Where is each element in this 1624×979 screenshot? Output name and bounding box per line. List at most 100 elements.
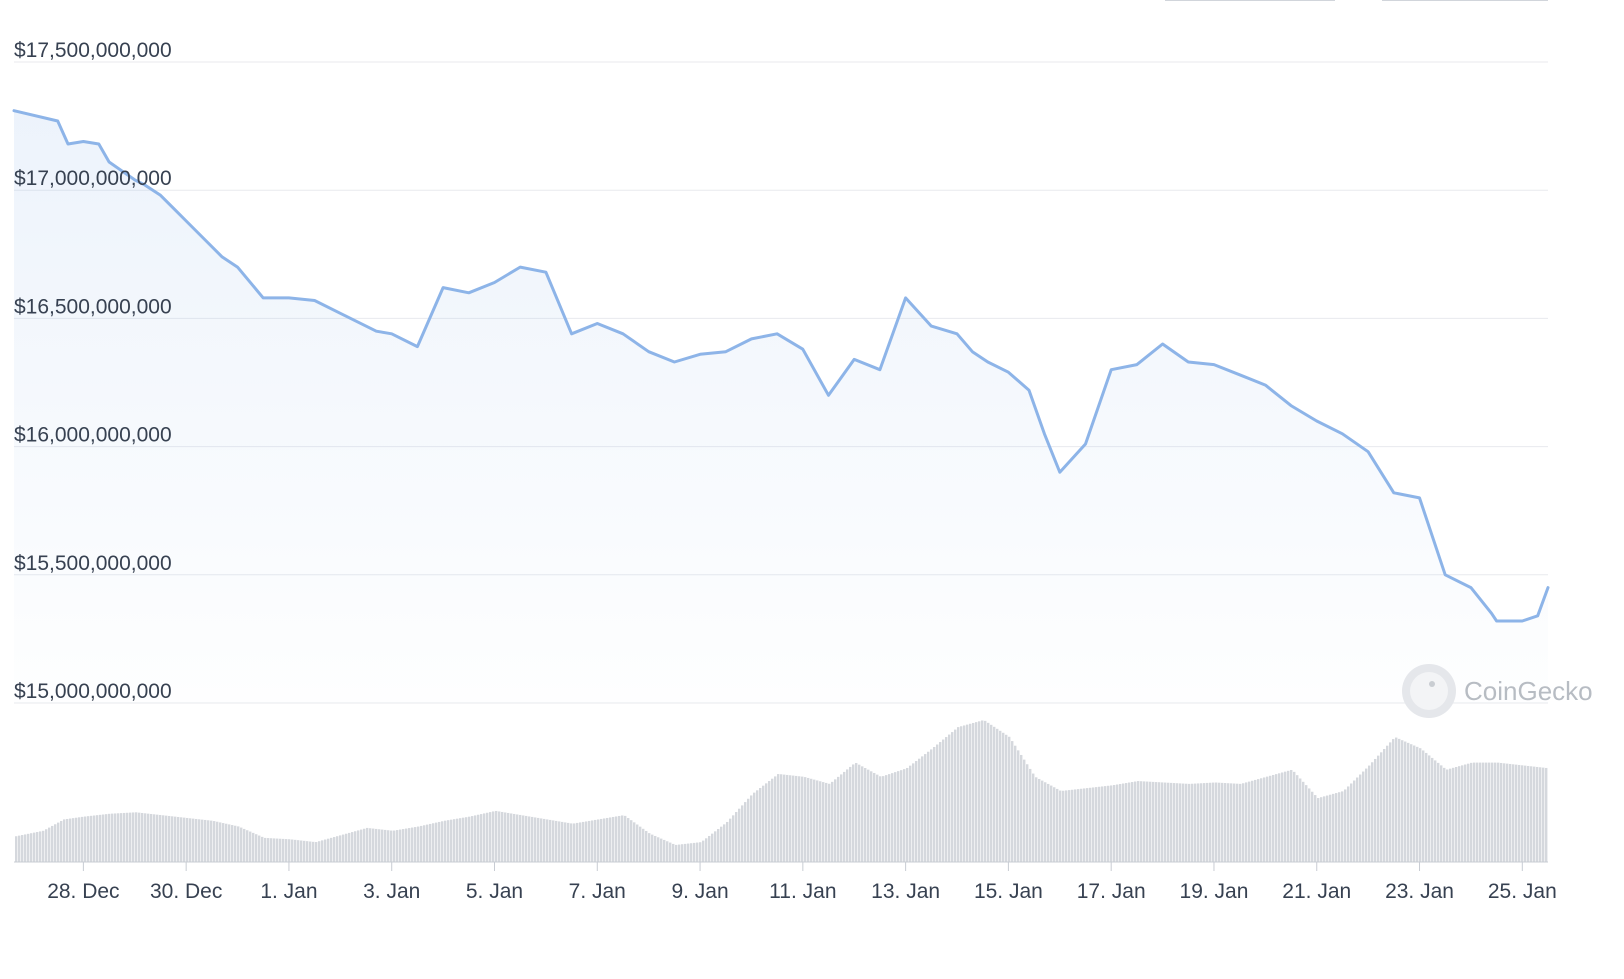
volume-bar	[132, 812, 135, 862]
x-axis-label: 30. Dec	[150, 880, 222, 903]
volume-bar	[1500, 762, 1503, 862]
volume-bar	[765, 783, 768, 862]
volume-bar	[414, 827, 417, 862]
volume-bar	[855, 763, 858, 862]
volume-bar	[1542, 767, 1545, 862]
volume-bar	[936, 744, 939, 862]
volume-bar	[1131, 782, 1134, 862]
volume-bar	[1533, 766, 1536, 862]
volume-bar	[1491, 762, 1494, 862]
volume-bar	[93, 815, 96, 862]
volume-bar	[96, 815, 99, 862]
volume-bar	[1311, 791, 1314, 862]
volume-bar	[819, 781, 822, 862]
volume-bar	[1383, 749, 1386, 862]
volume-bar	[201, 819, 204, 862]
volume-bar	[1527, 765, 1530, 862]
volume-bar	[1359, 774, 1362, 862]
volume-bar	[867, 769, 870, 862]
volume-bar	[888, 774, 891, 862]
volume-bar	[1260, 778, 1263, 862]
volume-bar	[1281, 772, 1284, 862]
volume-bar	[1155, 782, 1158, 862]
volume-bar	[1077, 789, 1080, 862]
volume-bar	[1320, 797, 1323, 862]
volume-bar	[30, 833, 33, 862]
volume-bar	[954, 729, 957, 862]
volume-bar	[411, 827, 414, 862]
volume-bar	[846, 769, 849, 862]
volume-bar	[330, 837, 333, 862]
y-axis-label: $15,000,000,000	[14, 680, 172, 703]
volume-bar	[1209, 782, 1212, 862]
volume-bar	[1062, 790, 1065, 862]
volume-bar	[318, 841, 321, 862]
volume-bar	[1341, 791, 1344, 862]
volume-bar	[753, 792, 756, 862]
volume-bar	[813, 779, 816, 862]
volume-bar	[975, 722, 978, 862]
volume-bar	[1356, 777, 1359, 862]
volume-bar	[906, 767, 909, 862]
volume-bar	[933, 747, 936, 862]
volume-bar	[111, 813, 114, 862]
volume-bar	[516, 814, 519, 862]
volume-bar	[831, 781, 834, 862]
volume-bar	[678, 844, 681, 862]
volume-bar	[519, 814, 522, 862]
volume-bar	[1173, 783, 1176, 862]
volume-bar	[807, 777, 810, 862]
volume-bar	[543, 818, 546, 862]
volume-bar	[156, 814, 159, 862]
volume-bar	[993, 726, 996, 862]
volume-bar	[375, 828, 378, 862]
volume-bar	[39, 831, 42, 862]
volume-bar	[105, 814, 108, 862]
volume-bar	[1377, 755, 1380, 862]
volume-bar	[600, 818, 603, 862]
x-axis-label: 3. Jan	[363, 880, 420, 903]
volume-bar	[795, 775, 798, 862]
volume-bar	[369, 828, 372, 862]
price-area	[14, 110, 1548, 703]
volume-bar	[189, 818, 192, 862]
volume-bar	[171, 816, 174, 862]
volume-bar	[843, 771, 846, 862]
volume-bar	[834, 779, 837, 862]
volume-bar	[372, 828, 375, 862]
top-tab-right[interactable]	[1382, 0, 1548, 1]
volume-bar	[555, 820, 558, 862]
volume-bar	[717, 829, 720, 862]
volume-bar	[1464, 764, 1467, 862]
volume-bar	[1398, 738, 1401, 862]
x-axis-label: 23. Jan	[1385, 880, 1454, 903]
volume-bar	[459, 818, 462, 862]
volume-bar	[384, 829, 387, 862]
volume-bar	[1137, 781, 1140, 862]
volume-bar	[396, 830, 399, 862]
volume-bar	[1425, 752, 1428, 862]
volume-bar	[618, 815, 621, 862]
volume-bar	[957, 727, 960, 862]
volume-bar	[195, 818, 198, 862]
volume-bar	[1272, 774, 1275, 862]
volume-bar	[1455, 766, 1458, 862]
volume-bar	[858, 764, 861, 862]
volume-bar	[1185, 783, 1188, 862]
volume-bar	[696, 842, 699, 862]
volume-bar	[531, 816, 534, 862]
volume-bar	[1056, 788, 1059, 862]
volume-bar	[42, 830, 45, 862]
volume-bar	[687, 843, 690, 862]
volume-bar	[144, 813, 147, 862]
top-tab-left[interactable]	[1165, 0, 1335, 1]
volume-bar	[246, 830, 249, 862]
volume-bar	[1092, 787, 1095, 862]
volume-bar	[1011, 741, 1014, 862]
volume-bar	[15, 836, 18, 862]
volume-bar	[1392, 739, 1395, 862]
volume-bar	[159, 814, 162, 862]
x-axis-label: 13. Jan	[871, 880, 940, 903]
volume-bar	[1257, 779, 1260, 862]
volume-bar	[1242, 783, 1245, 862]
